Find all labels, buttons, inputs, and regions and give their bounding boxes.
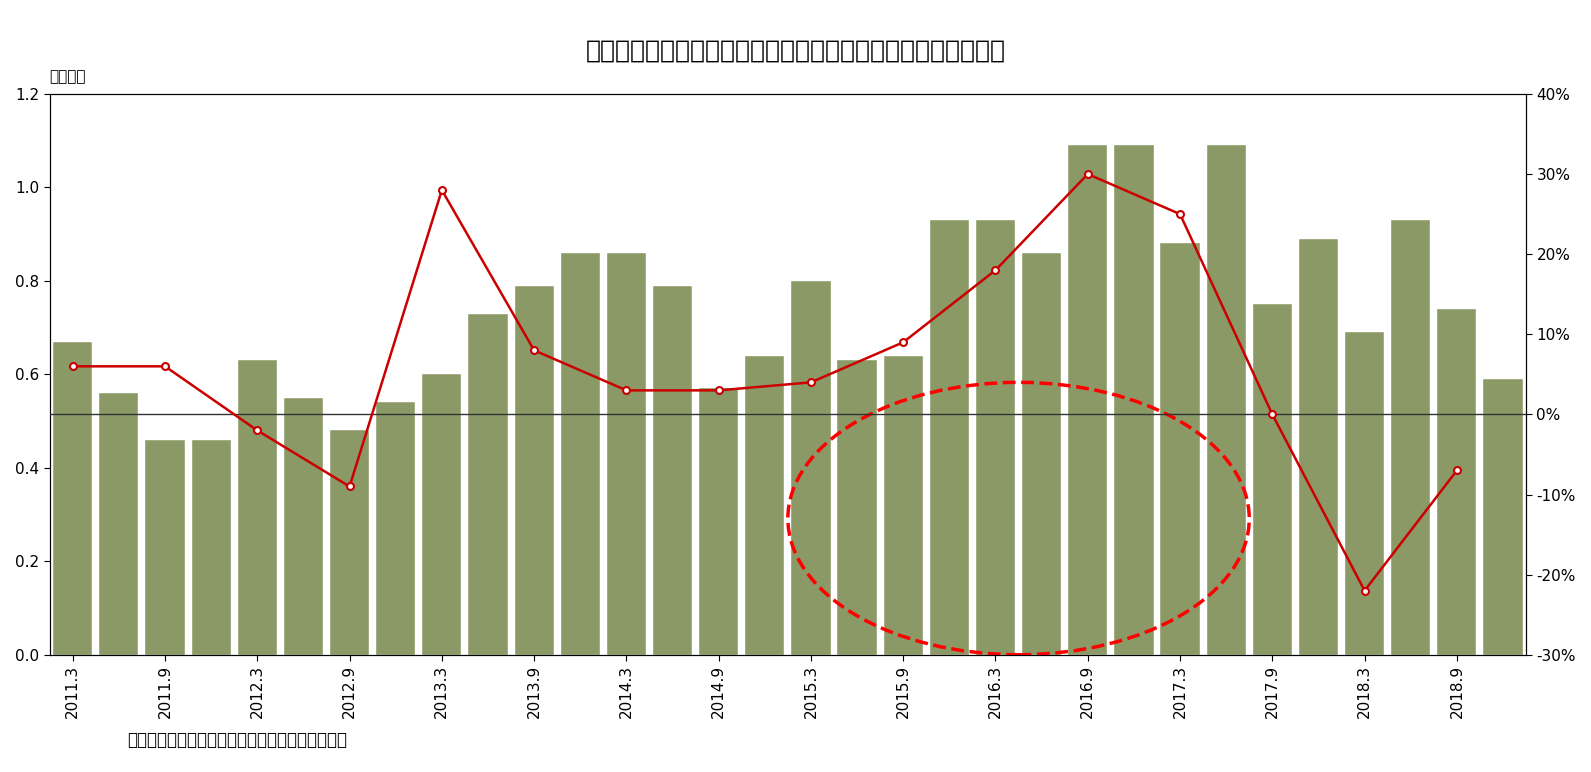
Bar: [1483, 379, 1523, 655]
Bar: [837, 361, 877, 655]
Bar: [53, 342, 92, 655]
Bar: [237, 361, 277, 655]
Bar: [1344, 332, 1384, 655]
Bar: [1298, 239, 1338, 655]
Bar: [1114, 145, 1153, 655]
Bar: [375, 402, 415, 655]
Bar: [883, 356, 923, 655]
Bar: [1437, 309, 1476, 655]
Bar: [929, 220, 969, 655]
Bar: [1252, 304, 1292, 655]
Bar: [468, 313, 508, 655]
Text: （兆円）: （兆円）: [49, 69, 86, 85]
Bar: [191, 440, 231, 655]
Bar: [422, 374, 461, 655]
Bar: [1021, 253, 1061, 655]
Bar: [329, 431, 369, 655]
Bar: [791, 281, 831, 655]
Bar: [1160, 243, 1200, 655]
Bar: [606, 253, 646, 655]
Bar: [283, 398, 323, 655]
Bar: [745, 356, 784, 655]
Text: （資料）　日本銀行「貸出先別貸出金」より作成: （資料） 日本銀行「貸出先別貸出金」より作成: [127, 731, 347, 749]
Text: 図表１：「個人による貸家業の設備資金」への新規貸出の推移: 図表１：「個人による貸家業の設備資金」への新規貸出の推移: [585, 39, 1006, 63]
Bar: [652, 286, 692, 655]
Bar: [1391, 220, 1430, 655]
Bar: [975, 220, 1015, 655]
Bar: [145, 440, 185, 655]
Bar: [514, 286, 554, 655]
Bar: [1206, 145, 1246, 655]
Bar: [560, 253, 600, 655]
Bar: [99, 393, 138, 655]
Bar: [698, 388, 738, 655]
Bar: [1068, 145, 1107, 655]
